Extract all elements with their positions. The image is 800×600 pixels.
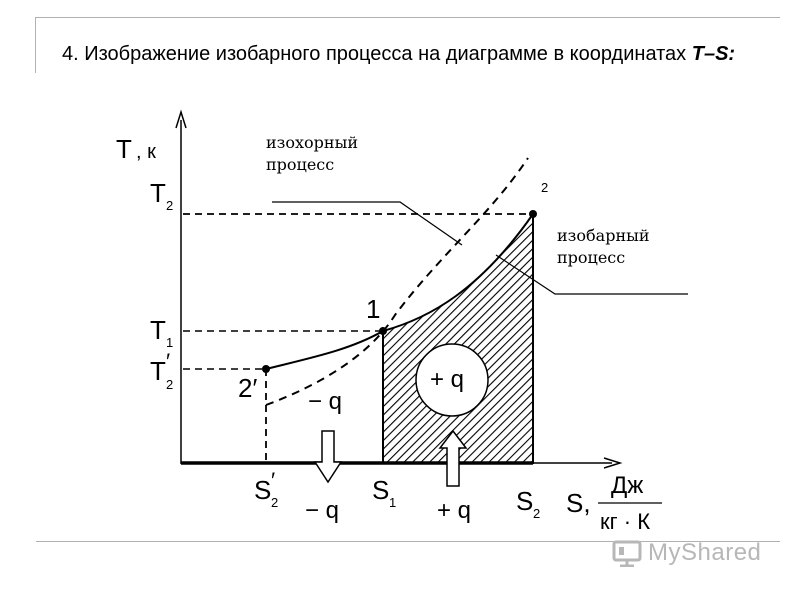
y-axis-label: T [116,134,132,164]
isobaric-curve-2p-1 [265,330,384,370]
tick-t2p-prime: ′ [166,349,170,374]
title-text: 4. Изображение изобарного процесса на ди… [62,43,692,65]
y-axis-unit: , к [136,141,156,163]
label-point-2: 2 [541,180,548,195]
watermark-text: MyShared [648,539,762,566]
tick-t2: T [150,178,166,208]
plus-q-lower: + q [437,497,471,524]
heat-area-hatched [382,210,534,464]
isochoric-curve [265,157,529,406]
tick-t2p-sub: 2 [166,377,173,392]
heat-out-arrow [313,430,343,484]
isobaric-label-line2: процесс [557,248,625,267]
minus-q-lower: − q [305,497,339,524]
x-axis-arrow [603,457,623,469]
tick-t1-sub: 1 [166,335,173,350]
tick-s2: S [516,486,533,516]
point-1 [379,327,387,335]
isochoric-leader [272,201,463,246]
plus-q-circle-label: + q [430,366,464,393]
tick-s1-sub: 1 [389,495,396,510]
isobaric-leader [495,254,688,295]
minus-q-upper: − q [308,388,342,415]
tick-s2p-prime: ′ [271,468,275,493]
tick-s2p: S [254,475,271,505]
label-point-1: 1 [366,294,380,324]
bottom-rule [36,541,780,542]
point-2 [529,210,537,218]
tick-s2-sub: 2 [533,506,540,521]
title-coordinates: T–S: [691,43,736,65]
x-axis-label: S, [566,488,591,518]
label-point-2p: 2′ [238,373,257,403]
watermark: MyShared [612,538,761,568]
point-2p [262,365,270,373]
left-rule [35,17,36,73]
x-unit-numerator: Дж [611,472,643,499]
watermark-logo-icon [612,540,642,567]
x-unit-denominator: кг · К [600,509,650,534]
tick-t2p: T [150,356,166,386]
top-rule [36,17,780,18]
tick-s2p-sub: 2 [271,495,278,510]
tick-t2-sub: 2 [166,198,173,213]
tick-t1: T [150,315,166,345]
plus-q-circle [415,343,489,417]
isochoric-label-line2: процесс [266,155,334,174]
slide-title: 4. Изображение изобарного процесса на ди… [62,40,762,69]
y-axis-arrow [175,109,187,129]
isochoric-label-line1: изохорный [266,133,358,152]
isobaric-label-line1: изобарный [557,226,650,245]
heat-in-arrow [438,429,468,487]
tick-s1: S [372,475,389,505]
